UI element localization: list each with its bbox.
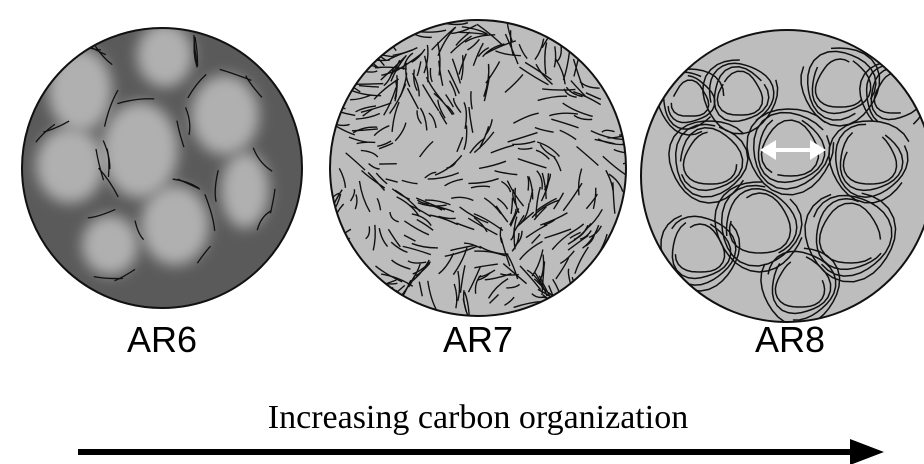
caption: Increasing carbon organization (268, 399, 688, 436)
stroke (339, 44, 341, 65)
stroke (600, 305, 630, 308)
stroke (576, 24, 587, 48)
stroke (345, 255, 346, 271)
stroke (154, 18, 171, 19)
stroke (337, 23, 353, 49)
stroke (623, 215, 626, 241)
stroke (378, 28, 389, 42)
panel-ar7 (305, 20, 657, 322)
stroke (356, 21, 358, 44)
panel-label: AR6 (127, 319, 197, 360)
blob (137, 23, 193, 87)
blob (141, 185, 209, 265)
stroke (627, 275, 652, 277)
stroke (340, 53, 347, 68)
stroke (605, 307, 639, 311)
blob (48, 48, 112, 132)
stroke (613, 289, 638, 300)
panel-label: AR7 (443, 319, 513, 360)
panel-label: AR8 (755, 319, 825, 360)
stroke (626, 261, 648, 276)
direction-arrow (78, 439, 884, 464)
stroke (353, 315, 375, 318)
stroke (560, 27, 573, 37)
stroke (607, 300, 630, 301)
panel-ar6 (22, 18, 302, 308)
stroke (627, 188, 636, 202)
stroke (323, 39, 333, 70)
stroke (612, 281, 625, 293)
stroke (555, 23, 569, 31)
stroke (333, 85, 354, 89)
stroke (367, 287, 394, 295)
blob (36, 127, 104, 203)
stroke (542, 314, 562, 317)
stroke (332, 70, 347, 81)
stroke (623, 123, 649, 135)
stroke (614, 68, 644, 72)
stroke (368, 294, 396, 296)
stroke (332, 294, 357, 311)
stroke (337, 278, 343, 290)
stroke (338, 238, 349, 256)
stroke (338, 272, 345, 288)
blob (221, 152, 269, 228)
stroke (630, 299, 640, 318)
stroke (600, 265, 608, 292)
stroke (622, 94, 648, 115)
blob (102, 102, 178, 198)
stroke (329, 268, 334, 296)
stroke (332, 75, 351, 88)
stroke (368, 302, 381, 304)
stroke (622, 307, 636, 315)
stroke (625, 219, 626, 248)
blob (191, 75, 259, 155)
stroke (600, 267, 609, 293)
stroke (577, 299, 601, 311)
stroke (577, 295, 592, 317)
stroke (617, 305, 629, 312)
stroke (373, 287, 393, 309)
diagram: AR6 AR7 AR8 Increasing carbon organizati… (0, 0, 924, 464)
stroke (323, 239, 336, 248)
stroke (328, 251, 335, 275)
stroke (561, 304, 575, 312)
stroke (614, 264, 625, 275)
stroke (619, 260, 630, 282)
stroke (629, 235, 638, 257)
stroke (582, 33, 591, 50)
stroke (537, 310, 565, 320)
stroke (553, 301, 574, 316)
stroke (558, 26, 580, 44)
stroke (596, 58, 615, 81)
panel-ar8 (641, 30, 924, 326)
stroke (305, 202, 331, 222)
stroke (590, 35, 593, 58)
stroke (597, 23, 608, 47)
stroke (628, 295, 646, 306)
stroke (558, 311, 574, 320)
stroke (623, 69, 639, 72)
stroke (622, 219, 623, 242)
stroke (333, 286, 348, 301)
stroke (597, 287, 615, 299)
stroke (574, 21, 589, 39)
stroke (341, 273, 347, 305)
stroke (354, 52, 363, 61)
stroke (605, 295, 634, 296)
stroke (360, 272, 374, 284)
stroke (561, 309, 582, 323)
stroke (572, 291, 584, 305)
stroke (605, 80, 620, 83)
stroke (313, 207, 333, 223)
stroke (335, 299, 349, 312)
blob (82, 215, 138, 275)
stroke (621, 47, 640, 57)
stroke (604, 81, 635, 86)
stroke (354, 84, 383, 85)
stroke (393, 290, 396, 307)
stroke (319, 240, 330, 252)
stroke (575, 293, 600, 309)
